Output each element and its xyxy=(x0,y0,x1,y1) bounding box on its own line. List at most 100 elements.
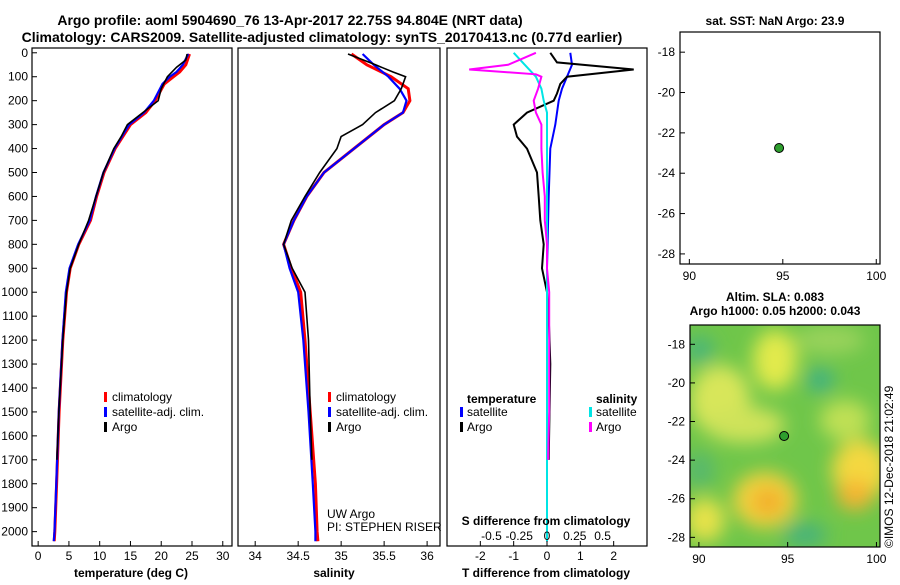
map-lat-tick-label: -20 xyxy=(658,86,676,100)
temperature-tick-label: 25 xyxy=(185,549,199,563)
sla-map-panel: Altim. SLA: 0.083 Argo h1000: 0.05 h2000… xyxy=(668,290,887,566)
temperature-tick-label: 10 xyxy=(93,549,107,563)
imos-timestamp-label: ©IMOS 12-Dec-2018 21:02:49 xyxy=(882,385,896,548)
depth-tick-label: 1700 xyxy=(1,453,28,467)
depth-tick-label: 300 xyxy=(8,118,28,132)
depth-tick-label: 1500 xyxy=(1,405,28,419)
map-lat-tick-label: -20 xyxy=(668,376,686,390)
sst-map-panel: sat. SST: NaN Argo: 23.9 90 95 100 -18 -20 -2… xyxy=(658,14,887,283)
map-lat-tick-label: -22 xyxy=(668,415,686,429)
depth-tick-label: 600 xyxy=(8,189,28,203)
depth-tick-label: 0 xyxy=(21,46,28,60)
depth-tick-label: 700 xyxy=(8,213,28,227)
sst-map-title: sat. SST: NaN Argo: 23.9 xyxy=(706,14,845,28)
depth-tick-label: 200 xyxy=(8,94,28,108)
salinity-tick-label: 35.5 xyxy=(372,549,396,563)
figure-title-line2: Climatology: CARS2009. Satellite-adjuste… xyxy=(22,29,623,45)
s-difference-label: S difference from climatology xyxy=(462,514,631,528)
difference-legend: temperature salinity satellite Argo sate… xyxy=(460,392,638,434)
t-diff-tick-label: -1 xyxy=(508,549,519,563)
depth-tick-label: 1600 xyxy=(1,429,28,443)
map-lon-tick-label: 90 xyxy=(692,552,706,566)
depth-tick-label: 400 xyxy=(8,142,28,156)
legend-label-s-satellite: satellite xyxy=(596,405,637,419)
depth-tick-label: 1000 xyxy=(1,285,28,299)
depth-tick-label: 100 xyxy=(8,70,28,84)
annotation-pi: PI: STEPHEN RISER xyxy=(327,520,442,534)
t-diff-tick-label: -2 xyxy=(475,549,486,563)
annotation-uw-argo: UW Argo xyxy=(327,507,375,521)
salinity-axes-frame xyxy=(237,47,441,547)
legend-swatch-argo xyxy=(104,422,107,432)
legend-swatch-satellite xyxy=(328,407,331,417)
series-line-s-satellite xyxy=(512,52,548,542)
legend-label-climatology: climatology xyxy=(336,390,396,404)
temperature-panel: 0100200300400500600700800900100011001200… xyxy=(1,46,233,580)
depth-tick-label: 1400 xyxy=(1,381,28,395)
t-diff-tick-label: 1 xyxy=(577,549,584,563)
legend-label-climatology: climatology xyxy=(112,390,172,404)
map-lat-tick-label: -28 xyxy=(668,530,686,544)
map-lon-tick-label: 100 xyxy=(866,552,886,566)
salinity-xlabel: salinity xyxy=(313,566,355,580)
sla-map-frame xyxy=(689,324,881,548)
temperature-tick-label: 30 xyxy=(216,549,230,563)
s-diff-tick-label: -0.5 xyxy=(481,529,502,543)
map-lat-tick-label: -24 xyxy=(658,166,676,180)
sla-map-title-line2: Argo h1000: 0.05 h2000: 0.043 xyxy=(690,304,861,318)
map-lon-tick-label: 90 xyxy=(683,269,697,283)
depth-tick-label: 2000 xyxy=(1,525,28,539)
temperature-axes-frame xyxy=(31,47,233,547)
legend-label-s-argo: Argo xyxy=(596,420,622,434)
legend-label-argo: Argo xyxy=(336,420,362,434)
legend-label-satellite: satellite-adj. clim. xyxy=(336,405,428,419)
s-diff-tick-label: -0.25 xyxy=(506,529,534,543)
map-lat-tick-label: -18 xyxy=(658,45,676,59)
legend-swatch-t-argo xyxy=(460,422,463,432)
map-lon-tick-label: 95 xyxy=(781,552,795,566)
temperature-tick-label: 0 xyxy=(35,549,42,563)
legend-swatch-t-satellite xyxy=(460,407,463,417)
map-lat-tick-label: -22 xyxy=(658,126,676,140)
legend-label-t-argo: Argo xyxy=(467,420,493,434)
map-lat-tick-label: -24 xyxy=(668,453,686,467)
map-lat-tick-label: -18 xyxy=(668,337,686,351)
temperature-xlabel: temperature (deg C) xyxy=(74,566,188,580)
series-line-s-argo xyxy=(469,51,551,460)
depth-tick-label: 900 xyxy=(8,261,28,275)
float-position-marker xyxy=(774,143,785,153)
series-line-satellite-adj-clim- xyxy=(282,53,408,542)
difference-panel: -2 -1 0 1 2 -0.5 -0.25 0 0.25 0.5 S difference fr… xyxy=(446,47,648,580)
map-lat-tick-label: -28 xyxy=(658,247,676,261)
depth-tick-label: 1900 xyxy=(1,501,28,515)
legend-swatch-argo xyxy=(328,422,331,432)
depth-tick-label: 1100 xyxy=(2,309,28,323)
t-diff-tick-label: 0 xyxy=(544,549,551,563)
temperature-tick-label: 20 xyxy=(155,549,169,563)
legend-label-t-satellite: satellite xyxy=(467,405,508,419)
legend-title-salinity: salinity xyxy=(596,392,638,406)
depth-tick-label: 500 xyxy=(8,166,28,180)
map-lon-tick-label: 100 xyxy=(866,269,886,283)
series-line-satellite-adj-clim- xyxy=(52,53,190,542)
temperature-tick-label: 5 xyxy=(66,549,73,563)
legend-swatch-climatology xyxy=(104,392,107,402)
salinity-tick-label: 34 xyxy=(249,549,263,563)
legend-label-argo: Argo xyxy=(112,420,138,434)
depth-tick-label: 1200 xyxy=(1,333,28,347)
salinity-tick-label: 36 xyxy=(420,549,434,563)
salinity-tick-label: 34.5 xyxy=(286,549,310,563)
series-line-argo xyxy=(56,53,188,460)
s-diff-tick-label: 0.5 xyxy=(594,529,611,543)
salinity-tick-label: 35 xyxy=(334,549,348,563)
legend-swatch-s-satellite xyxy=(589,407,592,417)
t-difference-label: T difference from climatology xyxy=(462,566,630,580)
sla-heatmap xyxy=(690,325,880,547)
figure-title-line1: Argo profile: aoml 5904690_76 13-Apr-201… xyxy=(57,12,522,28)
map-lat-tick-label: -26 xyxy=(668,492,686,506)
sla-map-title-line1: Altim. SLA: 0.083 xyxy=(726,290,824,304)
legend-swatch-climatology xyxy=(328,392,331,402)
legend-swatch-s-argo xyxy=(589,422,592,432)
salinity-legend: climatology satellite-adj. clim. Argo xyxy=(328,390,428,434)
